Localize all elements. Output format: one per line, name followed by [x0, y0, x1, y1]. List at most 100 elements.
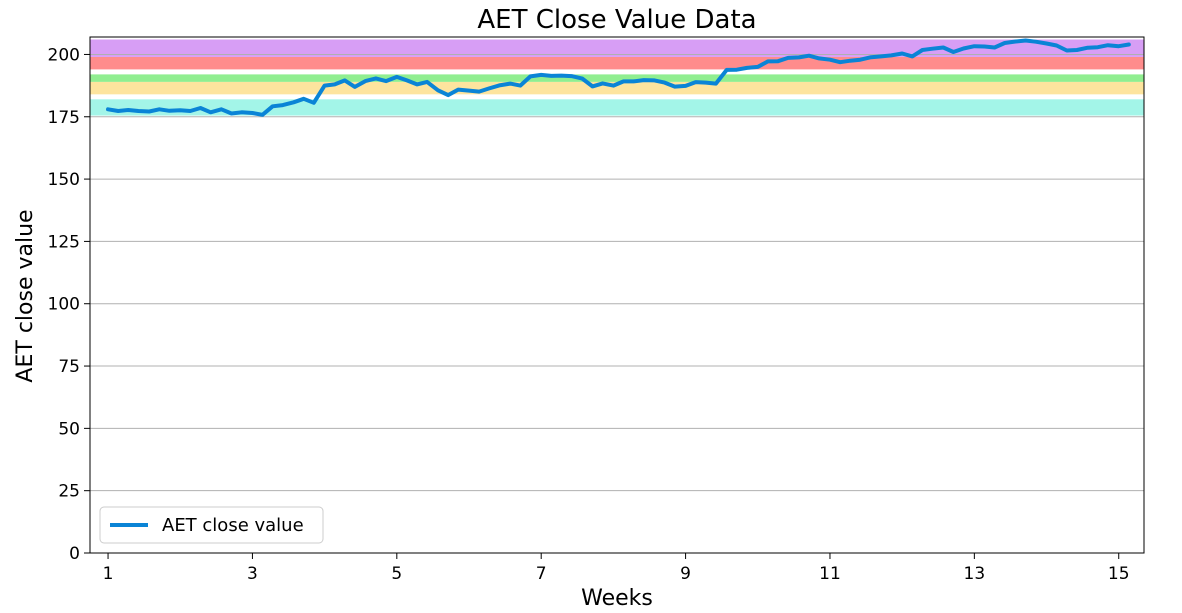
series-line-0	[106, 38, 1131, 117]
x-axis-ticks: 1 3 5 7 9 11 13 15	[103, 553, 1130, 584]
band-2	[90, 74, 1144, 82]
data-point	[220, 108, 223, 111]
band-3	[90, 56, 1144, 70]
data-point	[271, 105, 274, 108]
y-tick-label: 75	[58, 357, 80, 377]
data-point	[1014, 40, 1017, 43]
data-point	[364, 79, 367, 82]
y-gridlines	[90, 53, 1144, 554]
data-point	[735, 68, 738, 71]
data-point	[1024, 39, 1027, 42]
data-point	[117, 110, 120, 112]
data-point	[921, 49, 924, 51]
data-point	[251, 112, 254, 114]
data-point	[911, 55, 914, 58]
x-tick-label: 3	[247, 564, 258, 584]
data-point	[468, 89, 470, 92]
data-point	[519, 84, 522, 87]
data-point	[1065, 49, 1068, 52]
data-point	[632, 80, 635, 83]
data-point	[312, 101, 315, 104]
data-point	[859, 58, 862, 61]
data-point	[673, 85, 676, 88]
data-point	[756, 66, 759, 68]
x-tick-label: 11	[819, 564, 841, 584]
data-point	[292, 101, 295, 104]
data-point	[426, 80, 429, 83]
data-point	[715, 82, 717, 85]
data-point	[1127, 43, 1130, 46]
data-point	[209, 111, 212, 114]
y-tick-label: 100	[48, 295, 80, 315]
data-point	[343, 79, 346, 82]
data-point	[870, 56, 873, 59]
data-point	[416, 83, 418, 86]
data-point	[240, 111, 243, 114]
x-tick-label: 5	[391, 564, 402, 584]
data-point	[107, 108, 109, 111]
data-point	[550, 74, 553, 77]
data-point	[993, 46, 996, 49]
data-point	[323, 84, 326, 87]
plot-frame	[89, 36, 1145, 554]
data-point	[663, 81, 666, 84]
data-point	[137, 110, 140, 112]
data-point	[570, 75, 573, 78]
x-tick-label: 13	[964, 564, 986, 584]
data-point	[880, 55, 883, 58]
data-point	[437, 89, 439, 92]
data-point	[1034, 40, 1037, 43]
legend-label: AET close value	[162, 515, 304, 536]
y-tick-label: 25	[58, 482, 80, 502]
data-point	[189, 110, 192, 112]
data-point	[725, 69, 728, 71]
data-point	[942, 46, 945, 49]
x-axis-label: Weeks	[581, 586, 653, 611]
data-point	[581, 77, 584, 80]
y-tick-label: 50	[58, 419, 80, 439]
data-point	[1055, 44, 1058, 47]
data-point	[385, 80, 387, 83]
data-point	[281, 104, 284, 106]
data-point	[787, 57, 789, 59]
y-tick-label: 150	[48, 170, 80, 190]
data-point	[560, 74, 563, 77]
data-point	[488, 87, 491, 90]
data-point	[199, 107, 202, 109]
data-point	[808, 54, 810, 57]
data-point	[179, 109, 182, 112]
data-point	[158, 108, 161, 111]
data-point	[1107, 44, 1109, 47]
data-point	[1086, 46, 1089, 49]
data-point	[962, 47, 965, 50]
data-point	[983, 45, 986, 48]
data-point	[447, 94, 449, 96]
x-tick-label: 9	[680, 564, 691, 584]
data-point	[642, 79, 645, 82]
y-tick-label: 200	[48, 45, 80, 65]
data-point	[704, 81, 707, 84]
data-point	[478, 90, 481, 93]
y-axis-ticks: 0 25 50 75 100 125 150 175 200	[48, 45, 90, 564]
chart-title: AET Close Value Data	[477, 5, 756, 35]
data-point	[1096, 46, 1099, 49]
data-point	[591, 85, 594, 88]
data-point	[849, 59, 852, 62]
legend-box	[99, 506, 324, 544]
legend: AET close value	[99, 506, 324, 544]
data-point	[601, 82, 604, 85]
band-0	[90, 99, 1144, 116]
data-point	[261, 113, 264, 116]
data-point	[406, 79, 408, 82]
data-point	[1117, 45, 1120, 48]
data-point	[952, 51, 955, 53]
data-point	[746, 67, 748, 69]
data-point	[529, 75, 532, 78]
data-point	[127, 109, 130, 111]
band-4	[90, 39, 1144, 57]
threshold-bands	[90, 39, 1144, 116]
data-point	[653, 79, 656, 82]
data-point	[498, 84, 501, 87]
data-point	[777, 60, 779, 63]
y-tick-label: 125	[48, 232, 80, 252]
